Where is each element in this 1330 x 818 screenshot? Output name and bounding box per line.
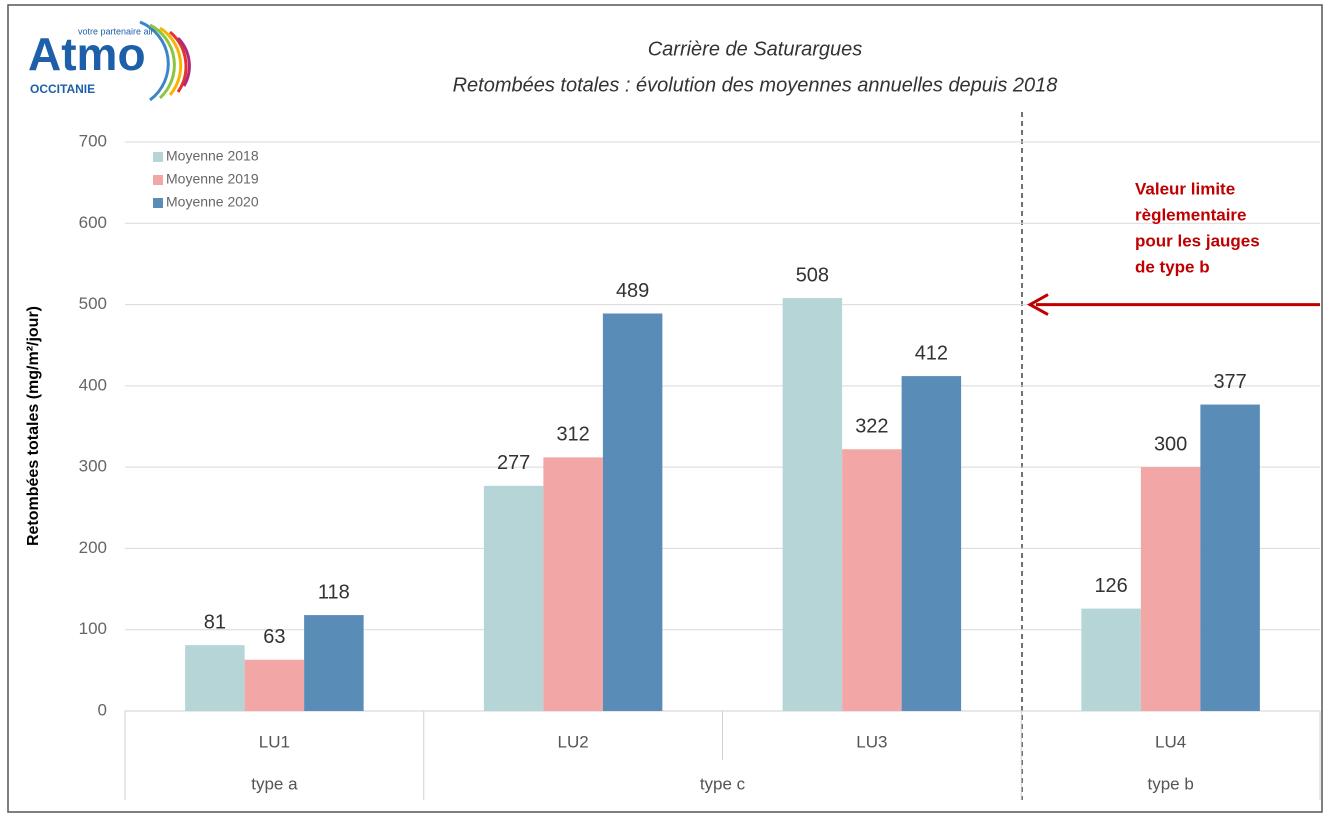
legend-swatch	[153, 198, 163, 208]
bar	[304, 615, 364, 711]
y-tick-label: 300	[79, 457, 107, 476]
logo-region: OCCITANIE	[30, 82, 95, 96]
legend-label: Moyenne 2019	[166, 171, 259, 187]
value-label: 81	[204, 611, 226, 633]
x-tick-label: LU3	[856, 732, 887, 751]
bar	[185, 645, 245, 711]
logo-tagline: votre partenaire air	[78, 26, 154, 36]
value-label: 322	[855, 416, 888, 438]
limit-arrowhead	[1026, 293, 1049, 316]
bar	[1081, 608, 1141, 711]
x-tick-label: LU1	[259, 732, 290, 751]
bar	[543, 457, 603, 711]
legend-swatch	[153, 175, 163, 185]
bar	[602, 313, 663, 711]
annotation-text: pour les jauges	[1135, 231, 1260, 250]
y-tick-label: 100	[79, 619, 107, 638]
bar	[1200, 404, 1260, 711]
legend-label: Moyenne 2020	[166, 194, 259, 210]
value-label: 377	[1213, 371, 1246, 393]
annotation-text: Valeur limite	[1135, 179, 1235, 198]
annotation-text: règlementaire	[1135, 205, 1247, 224]
y-tick-label: 200	[79, 538, 107, 557]
value-label: 489	[616, 280, 649, 302]
bar	[483, 485, 544, 711]
x-tick-label: LU2	[558, 732, 589, 751]
annotation-text: de type b	[1135, 257, 1210, 276]
chart-subtitle: Retombées totales : évolution des moyenn…	[453, 74, 1058, 96]
y-tick-label: 0	[98, 700, 107, 719]
y-tick-label: 600	[79, 213, 107, 232]
chart-title: Carrière de Saturargues	[648, 38, 863, 60]
y-tick-label: 700	[79, 131, 107, 150]
y-axis-label: Retombées totales (mg/m²/jour)	[25, 306, 42, 546]
value-label: 126	[1094, 575, 1127, 597]
value-label: 312	[556, 424, 589, 446]
legend-swatch	[153, 152, 163, 162]
value-label: 118	[318, 581, 350, 603]
x-tick-label: LU4	[1155, 732, 1186, 751]
value-label: 300	[1154, 433, 1187, 455]
group-label: type c	[700, 774, 746, 793]
logo: Atmo OCCITANIE votre partenaire air	[28, 20, 191, 102]
group-label: type a	[251, 774, 298, 793]
y-tick-label: 400	[79, 375, 107, 394]
group-label: type b	[1147, 774, 1193, 793]
bar	[244, 659, 305, 711]
value-label: 412	[915, 342, 948, 364]
bar	[782, 298, 843, 711]
value-label: 277	[497, 452, 530, 474]
bar	[901, 376, 962, 711]
bar	[1140, 467, 1201, 711]
value-label: 63	[263, 626, 285, 648]
value-label: 508	[796, 264, 829, 286]
legend-label: Moyenne 2018	[166, 148, 259, 164]
bar	[842, 449, 902, 711]
logo-name: Atmo	[28, 28, 146, 80]
y-tick-label: 500	[79, 294, 107, 313]
